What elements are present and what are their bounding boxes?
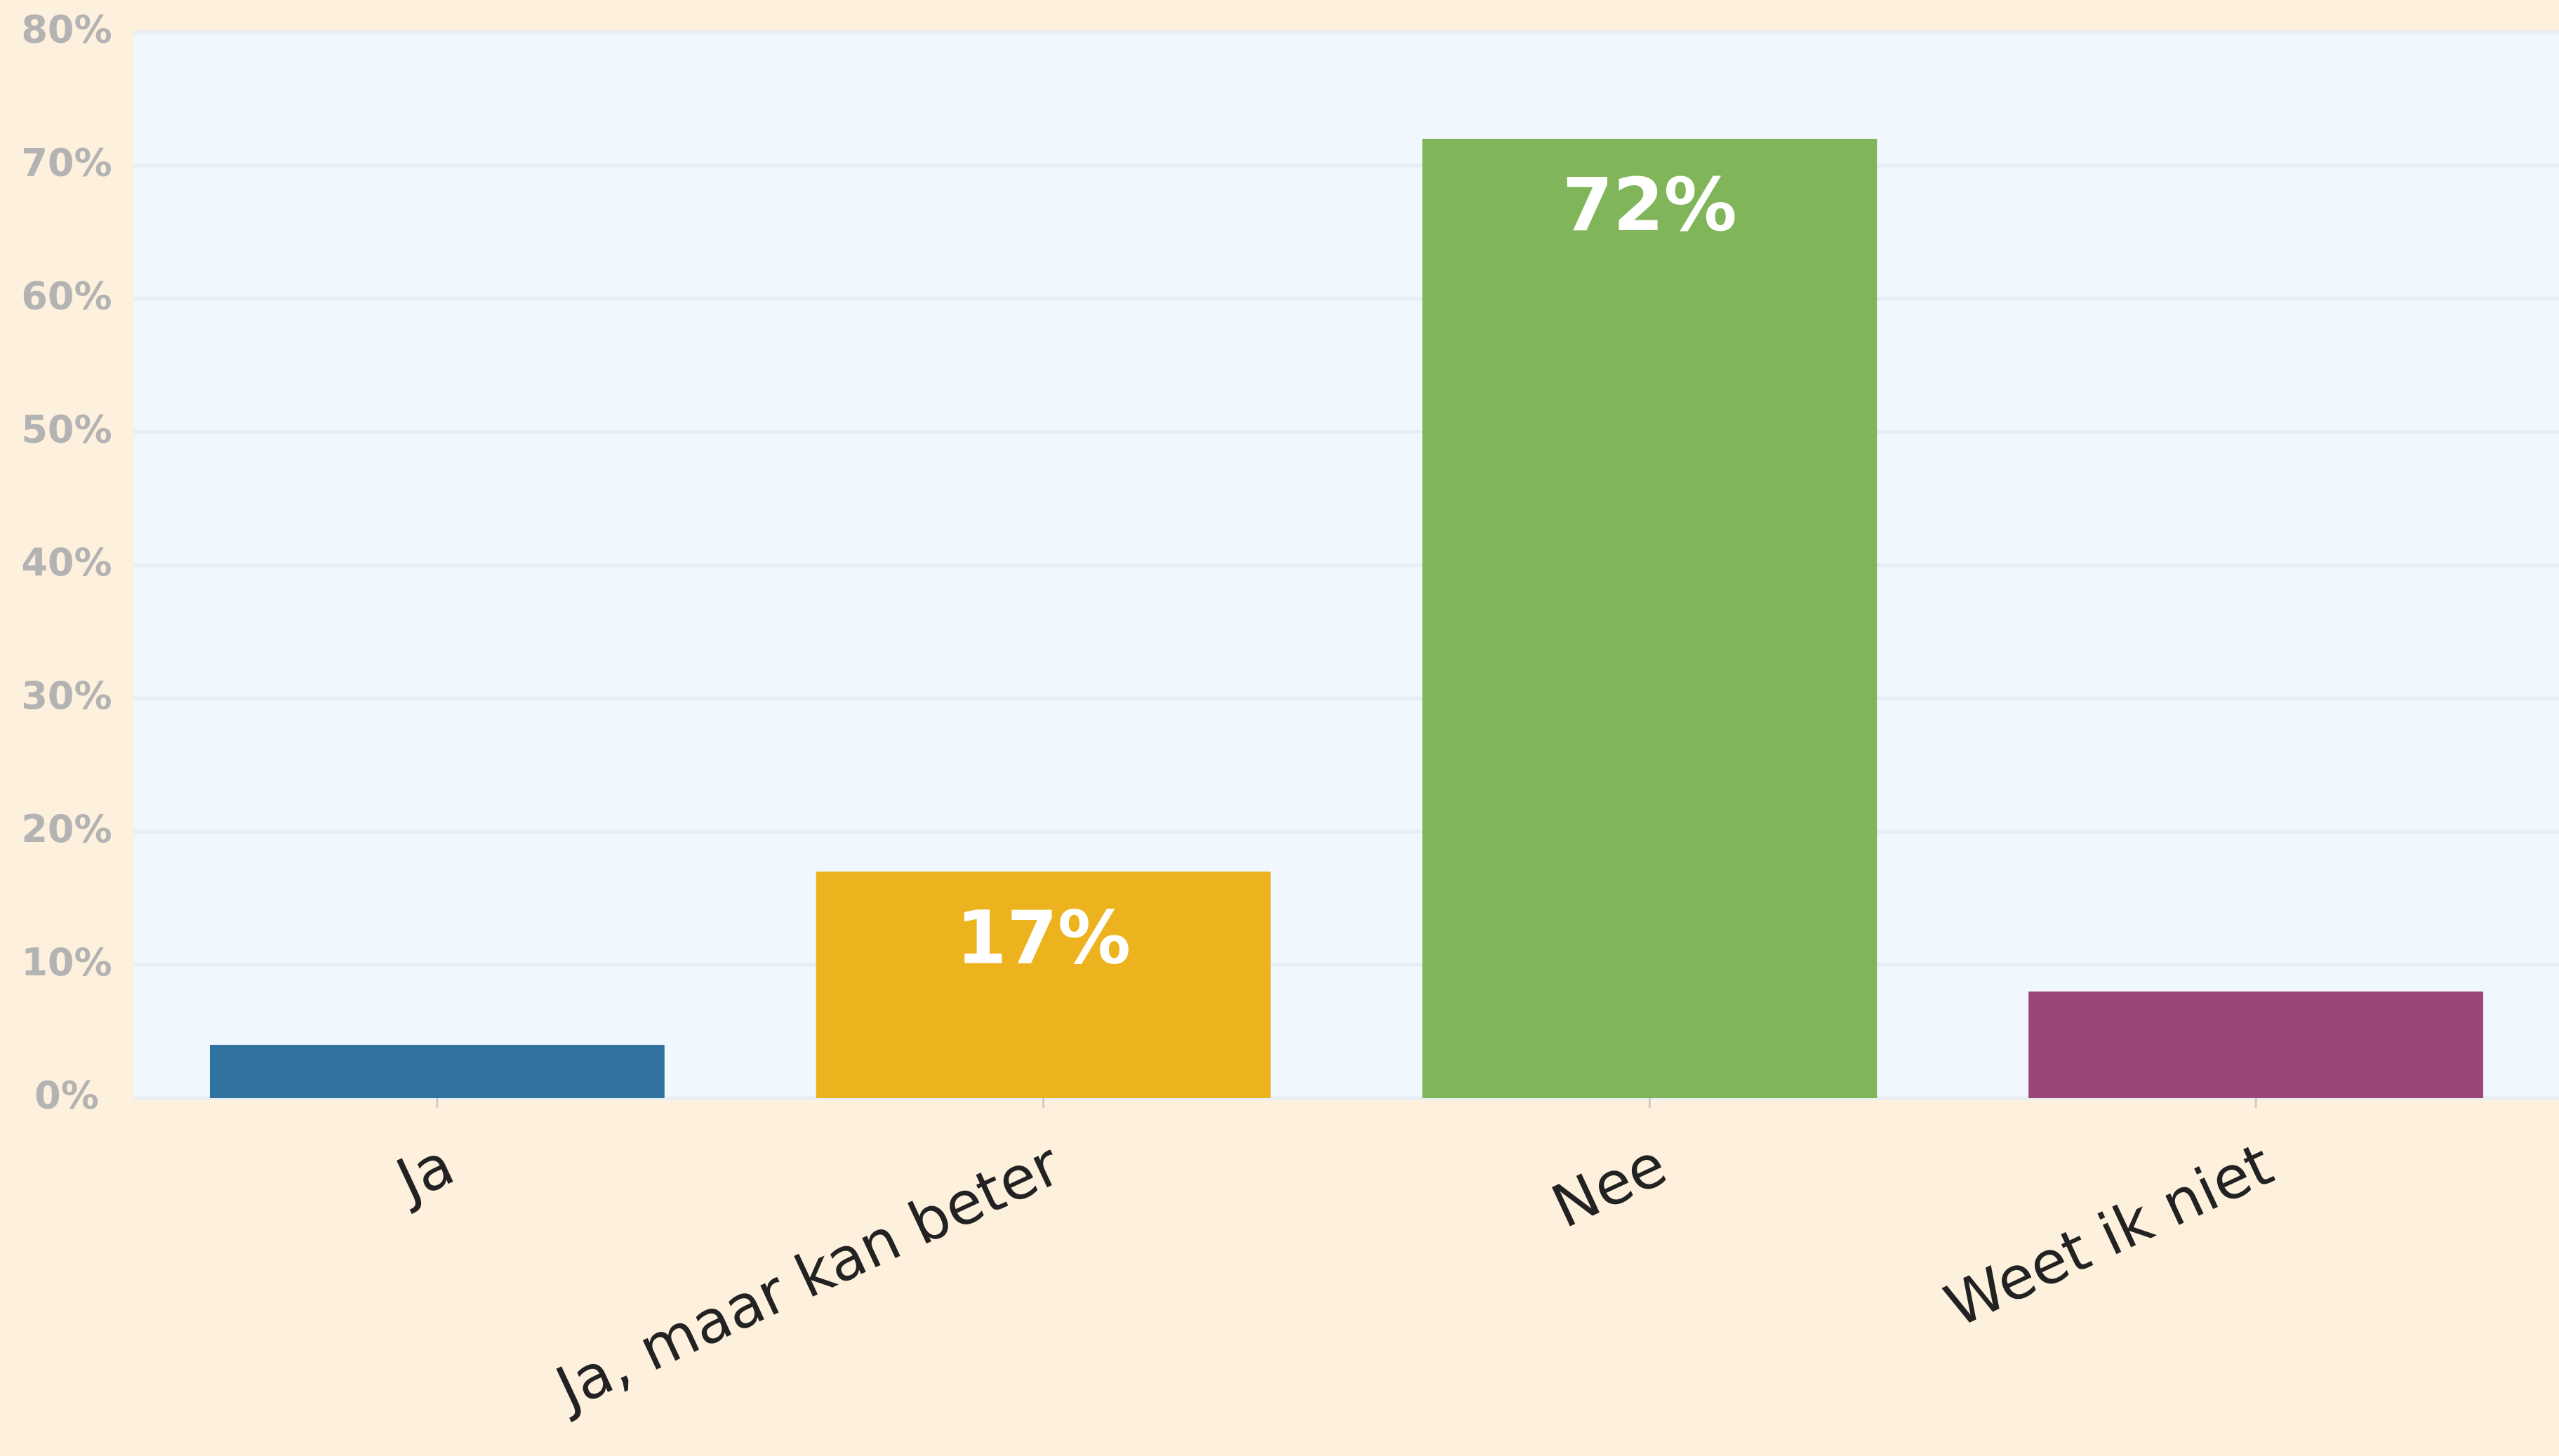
y-tick-label: 0% [34,1074,99,1118]
bar [816,871,1271,1098]
y-tick-label: 50% [21,407,112,451]
y-tick-label: 60% [21,274,112,318]
y-tick-label: 80% [21,8,112,52]
y-tick-label: 20% [21,807,112,851]
y-tick-label: 70% [21,141,112,185]
y-tick-label: 40% [21,540,112,585]
y-tick-label: 30% [21,674,112,718]
value-label: 72% [1562,162,1737,248]
bar [2028,991,2484,1098]
y-tick-label: 10% [21,940,112,984]
value-label: 17% [956,895,1131,981]
bar [1422,138,1877,1098]
bar [209,1045,665,1098]
